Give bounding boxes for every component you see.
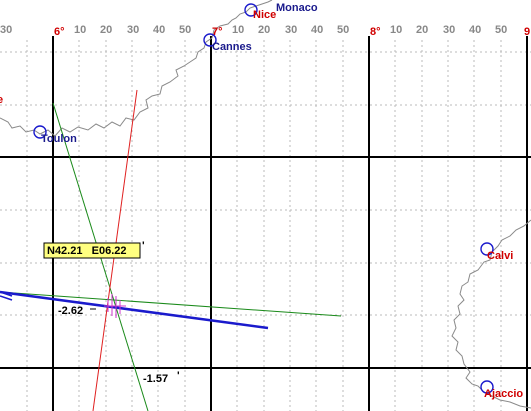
arrow-head [0,291,13,301]
city-label: Toulon [41,133,77,145]
tick-mark: ' [142,240,145,252]
city-marker [244,3,258,17]
city-marker [33,125,47,139]
offset-readout: -2.62 [58,305,83,317]
degree-label: 7° [212,26,223,38]
course-line-green [0,291,342,317]
scale-label: 40 [311,24,323,36]
scale-labels: 30 6° 10 20 30 40 50 7° 10 20 30 40 50 8… [0,24,530,38]
city-marker [480,380,494,394]
scale-label: 30 [443,24,455,36]
position-text: N42.21 E06.22 [47,245,127,257]
scale-label: 40 [153,24,165,36]
city-label: Ajaccio [484,388,523,400]
degree-label: 6° [54,26,65,38]
scale-label: 30 [127,24,139,36]
cities: Nice Monaco Cannes Toulon Calvi Ajaccio … [0,2,523,400]
position-box [43,242,141,259]
fix-marker [104,294,126,318]
city-label: Cannes [212,41,252,53]
minor-grid [0,40,531,411]
scale-label: 30 [285,24,297,36]
scale-label: 20 [258,24,270,36]
scale-label: 10 [232,24,244,36]
course-line-blue [0,290,269,330]
degree-label: 8° [370,26,381,38]
scale-label: 10 [390,24,402,36]
scale-label: 20 [100,24,112,36]
degree-label: 9 [524,26,530,38]
scale-label: 50 [495,24,507,36]
offset-readout: -1.57 [143,373,168,385]
city-label: Calvi [487,250,513,262]
coastline-mainland [0,0,273,137]
city-marker [480,242,494,256]
edge-label: e [0,94,3,106]
scale-label: 40 [469,24,481,36]
city-label: Monaco [276,2,318,14]
scale-label: 30 [0,24,12,36]
tick-mark: ' [177,370,180,382]
scale-label: 10 [74,24,86,36]
major-grid [0,36,531,411]
city-label: Nice [253,9,276,21]
scale-label: 20 [416,24,428,36]
city-marker [203,33,217,47]
scale-label: 50 [179,24,191,36]
scale-label: 50 [337,24,349,36]
